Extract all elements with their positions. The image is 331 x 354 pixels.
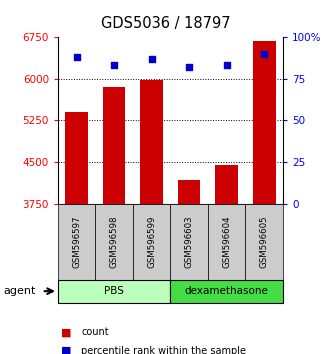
Bar xyxy=(66,112,88,204)
Text: count: count xyxy=(81,327,109,337)
Text: dexamethasone: dexamethasone xyxy=(185,286,269,296)
Bar xyxy=(215,165,238,204)
Point xyxy=(74,54,79,60)
Text: agent: agent xyxy=(3,286,36,296)
Text: ■: ■ xyxy=(61,327,72,337)
Point xyxy=(261,51,267,57)
Bar xyxy=(253,41,275,204)
Text: ■: ■ xyxy=(61,346,72,354)
Bar xyxy=(140,80,163,204)
Text: GSM596598: GSM596598 xyxy=(110,215,119,268)
Point xyxy=(224,63,229,68)
Bar xyxy=(103,87,125,204)
Point xyxy=(149,56,154,62)
Point xyxy=(112,63,117,68)
Text: GSM596603: GSM596603 xyxy=(185,215,194,268)
Text: percentile rank within the sample: percentile rank within the sample xyxy=(81,346,246,354)
Text: PBS: PBS xyxy=(104,286,124,296)
Text: GSM596605: GSM596605 xyxy=(260,215,269,268)
Text: GSM596599: GSM596599 xyxy=(147,216,156,268)
Bar xyxy=(178,180,201,204)
Text: GSM596597: GSM596597 xyxy=(72,215,81,268)
Point xyxy=(187,64,192,70)
Text: GSM596604: GSM596604 xyxy=(222,215,231,268)
Text: GDS5036 / 18797: GDS5036 / 18797 xyxy=(101,16,230,30)
